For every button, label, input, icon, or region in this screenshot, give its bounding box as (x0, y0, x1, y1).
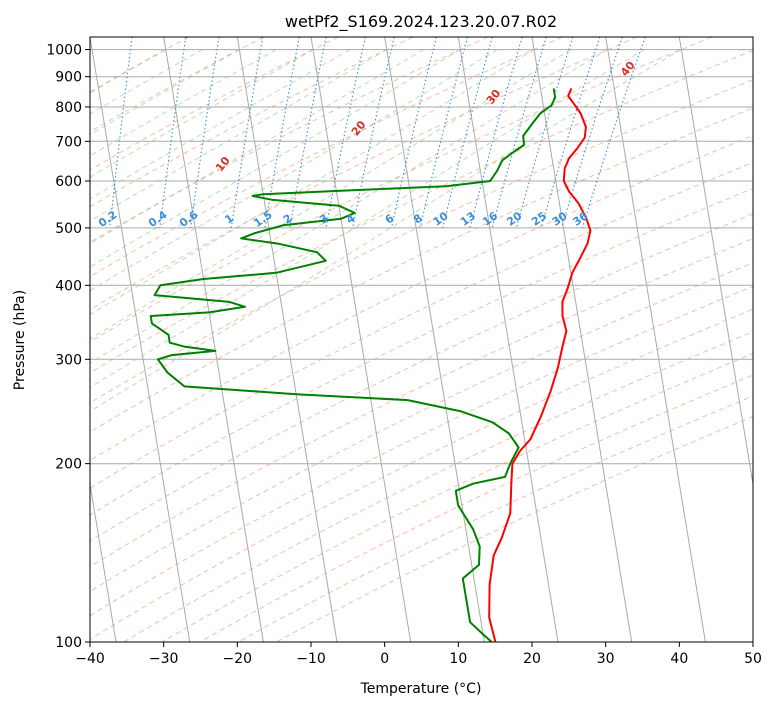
moist-adiabat (90, 49, 535, 316)
y-tick-label: 500 (55, 221, 82, 237)
isotherm (163, 37, 264, 642)
y-axis-ticks: 100 200 300 400 500 600 700 800 900 1000 (46, 43, 90, 651)
mixing-ratio-line (289, 37, 327, 228)
isotherm (90, 481, 117, 642)
x-axis-label: Temperature (°C) (360, 681, 482, 697)
dry-adiabat (276, 415, 753, 642)
x-tick-label: 30 (597, 651, 615, 667)
x-tick-label: 40 (670, 651, 688, 667)
moist-adiabat (90, 49, 314, 178)
y-tick-label: 1000 (46, 43, 82, 59)
x-tick-label: 50 (744, 651, 762, 667)
dewpoint-profile-line (149, 88, 557, 642)
moist-adiabat (90, 49, 645, 388)
mixing-ratio-line (325, 37, 366, 229)
mixing-ratio-line (190, 37, 220, 228)
chart-title: wetPf2_S169.2024.123.20.07.R02 (285, 12, 557, 32)
x-tick-label: −10 (296, 651, 326, 667)
isotherm (90, 37, 191, 642)
isotherm (678, 37, 753, 488)
x-tick-label: 10 (449, 651, 467, 667)
y-tick-label: 700 (55, 134, 82, 150)
mixing-ratio-line (469, 37, 523, 229)
plot-frame (89, 36, 754, 643)
y-tick-label: 200 (55, 457, 82, 473)
mixing-ratio-line (561, 37, 623, 229)
dry-adiabat (90, 262, 753, 592)
x-axis-ticks: −40 −30 −20 −10 0 10 20 30 40 50 (75, 642, 762, 667)
dry-adiabat (90, 238, 753, 568)
dry-adiabat (90, 308, 753, 640)
mixing-ratio-line (491, 37, 547, 229)
y-tick-label: 400 (55, 278, 82, 294)
grid-layer (90, 37, 753, 642)
mixing-ratio-line (109, 37, 133, 228)
moist-adiabat (90, 49, 424, 245)
moist-adiabat (90, 49, 608, 364)
isotherm (531, 37, 633, 642)
dry-adiabat (90, 37, 712, 343)
x-tick-label: −30 (149, 651, 179, 667)
mixing-ratio-line (515, 37, 574, 229)
isotherm (605, 37, 706, 642)
x-tick-label: −20 (223, 651, 253, 667)
x-tick-label: −40 (75, 651, 105, 667)
dry-adiabat (90, 107, 753, 433)
mixing-ratio-line (352, 37, 395, 229)
dry-adiabat (90, 37, 563, 278)
moist-adiabat (90, 49, 572, 340)
dry-adiabat (90, 285, 753, 617)
x-tick-label: 0 (380, 651, 389, 667)
mixing-ratio-line (581, 37, 646, 229)
dry-adiabat (90, 37, 638, 311)
dry-adiabat (161, 353, 753, 642)
y-axis-label: Pressure (hPa) (12, 290, 28, 390)
dry-adiabat (90, 37, 339, 171)
moist-adiabat (90, 49, 203, 115)
isotherm (310, 37, 412, 642)
isotherm (236, 37, 338, 642)
mixing-ratio-line (419, 37, 469, 229)
y-tick-label: 800 (55, 100, 82, 116)
y-tick-label: 900 (55, 70, 82, 86)
mixing-ratio-line (390, 37, 437, 229)
x-tick-label: 20 (523, 651, 541, 667)
dry-adiabat (90, 187, 753, 516)
mixing-ratio-line (540, 37, 601, 229)
y-tick-label: 600 (55, 174, 82, 190)
dry-adiabat (90, 135, 753, 461)
isotherm (457, 37, 559, 642)
isotherm (384, 37, 485, 642)
dry-adiabat (199, 374, 753, 642)
moist-adiabat (90, 49, 166, 94)
mixing-ratio-line (159, 37, 187, 228)
y-tick-label: 300 (55, 352, 82, 368)
y-tick-label: 100 (55, 635, 82, 651)
moist-adiabat (90, 49, 682, 412)
temperature-profile-line (488, 88, 592, 642)
moist-adiabat (90, 49, 351, 200)
moist-adiabat (90, 49, 498, 292)
series-layer (149, 88, 592, 642)
